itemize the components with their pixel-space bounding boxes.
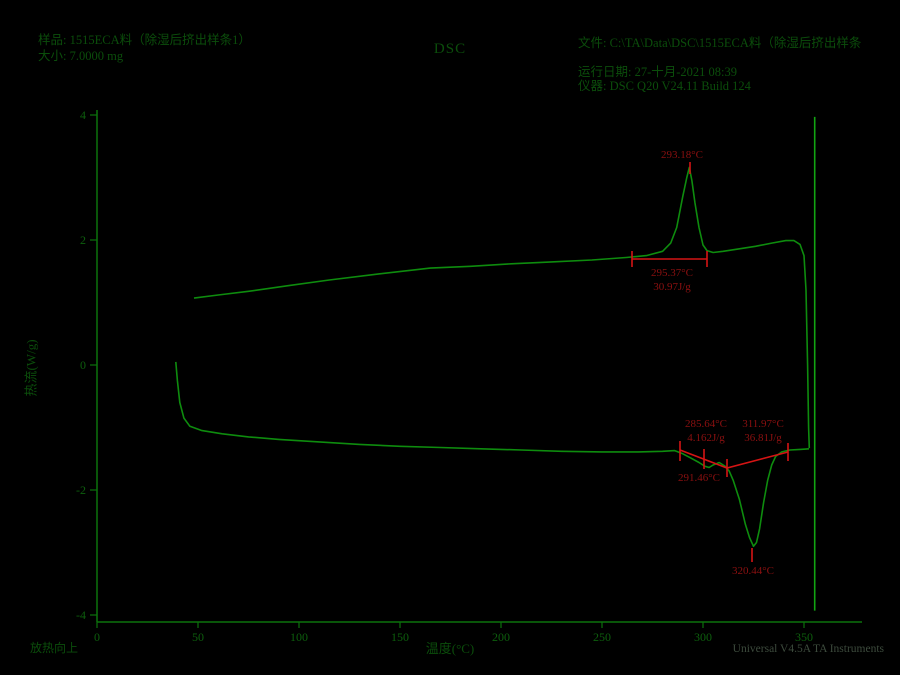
x-tick-label: 0 [94,630,100,644]
crystallization-peak-label: 293.18°C [661,149,703,161]
x-tick-label: 200 [492,630,510,644]
melt2-onset-label: 311.97°C [742,418,784,430]
x-tick-label: 350 [795,630,813,644]
y-tick-label: -4 [76,608,86,622]
melt2-peak-label: 320.44°C [732,565,774,577]
run-date: 运行日期: 27-十月-2021 08:39 [578,65,738,79]
crystallization-onset-label: 295.37°C [651,267,693,279]
x-axis-title: 温度(°C) [425,641,475,656]
melt2-enthalpy-label: 36.81J/g [744,432,782,444]
melt1-onset-label: 285.64°C [685,418,727,430]
x-tick-label: 100 [290,630,308,644]
melt1-peak-label: 291.46°C [678,472,720,484]
y-axis-ticks: -4 -2 0 2 4 [76,108,97,622]
instrument-info: 仪器: DSC Q20 V24.11 Build 124 [578,79,751,93]
x-tick-label: 250 [593,630,611,644]
melting-annotation: 285.64°C 4.162J/g 311.97°C 36.81J/g 291.… [678,418,789,577]
file-path: 文件: C:\TA\Data\DSC\1515ECA料（除湿后挤出样条 [578,36,862,50]
sample-size: 大小: 7.0000 mg [38,49,124,63]
x-tick-label: 50 [192,630,204,644]
curve-heating-scan [175,361,810,548]
y-tick-label: -2 [76,483,86,497]
y-tick-label: 0 [80,358,86,372]
melt1-enthalpy-label: 4.162J/g [687,432,725,444]
crystallization-enthalpy-label: 30.97J/g [653,281,691,293]
crystallization-annotation: 293.18°C 295.37°C 30.97J/g [631,149,708,293]
x-tick-label: 150 [391,630,409,644]
dsc-curves [175,116,816,611]
exo-up-label: 放热向上 [30,641,79,655]
y-tick-label: 2 [80,233,86,247]
software-watermark: Universal V4.5A TA Instruments [732,643,884,655]
x-axis-ticks: 0 50 100 150 200 250 300 350 [94,622,813,644]
method-title: DSC [433,41,467,57]
y-tick-label: 4 [80,108,86,122]
sample-info: 样品: 1515ECA料（除湿后挤出样条1） [38,33,251,47]
x-tick-label: 300 [694,630,712,644]
curve-cooling-scan [193,166,811,449]
